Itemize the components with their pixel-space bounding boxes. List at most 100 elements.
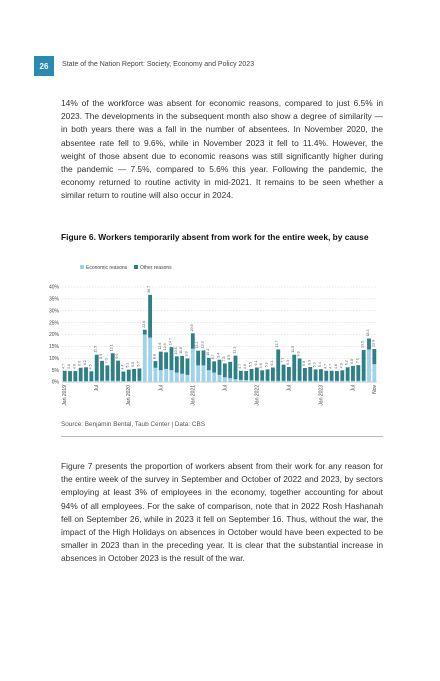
bar-other [281,364,286,381]
bar-economic [319,380,323,382]
body-paragraph-1: 14% of the workforce was absent for econ… [61,97,383,203]
x-tick-label: Jul [350,385,356,391]
bar-other [164,352,169,369]
bar-economic [228,378,233,382]
bar-data-label: 8.7 [211,354,215,359]
paragraph-text: 14% of the workforce was absent for econ… [61,98,383,201]
bar-data-label: 5.2 [126,363,130,368]
bar-data-label: 9.9 [297,351,301,356]
x-tick-label: Jan 2021 [190,385,196,406]
bar-other [73,371,78,382]
y-axis: 0% 5% 10% 15% 20% 25% 30% 35% 40% [49,285,60,386]
bar-economic [196,365,201,382]
bar-economic [110,380,115,382]
bar-data-label: 12.5 [163,343,167,350]
bar-economic [78,381,83,382]
y-tick-label: 35% [49,297,60,303]
bar-other [169,347,174,371]
bar-other [233,355,238,380]
bar-economic [142,334,147,382]
bar-data-label: 4.6 [334,364,338,369]
y-tick-label: 15% [49,344,60,350]
bar-data-label: 10.8 [174,347,178,354]
bar-data-label: 8.5 [227,355,231,360]
bar-economic [367,349,371,382]
figure-title: Figure 6. Workers temporarily absent fro… [61,232,369,242]
bar-economic [249,380,254,382]
bar-data-label: 6.1 [270,361,274,366]
bar-economic [94,380,99,382]
bar-economic [329,380,334,382]
bar-other [142,329,147,335]
y-tick-label: 5% [52,368,60,374]
bar-economic [335,380,339,382]
bar-economic [201,365,206,382]
bar-other [254,367,259,381]
bar-data-label: 7.1 [355,358,359,363]
bar-economic [265,380,270,382]
bar-other [222,363,227,378]
bar-economic [158,370,163,382]
legend-swatch-other [134,265,138,269]
bar-other [276,349,281,381]
bar-data-label: 10.2 [206,349,210,356]
bar-data-label: 6.2 [345,360,349,365]
bar-data-label: 7.0 [104,358,108,363]
bar-other [174,356,179,373]
bar-data-label: 4.5 [88,364,92,369]
bar-economic [153,367,158,382]
bar-economic [84,381,88,382]
bar-other [100,360,104,381]
bar-other [62,370,67,382]
bar-economic [233,379,238,382]
bar-other [196,350,201,366]
chart-bars [62,294,377,382]
bar-economic [244,380,249,382]
bar-other [132,368,136,382]
bar-other [292,354,297,381]
bar-economic [148,337,153,382]
bar-other [185,358,190,375]
absence-bar-chart: Economic reasons Other reasons 0% 5% 10% 15… [49,265,378,406]
bar-data-label: 4.9 [259,363,263,368]
bar-economic [212,372,217,382]
bar-data-label: 4.6 [243,364,247,369]
x-axis: Jan 2019 Jul Jan 2020 Jul Jan 2021 Jul Jan 202… [62,385,378,406]
bar-other [68,371,72,382]
bar-economic [276,380,281,382]
bar-economic [137,380,142,382]
bar-data-label: 6.3 [307,360,311,365]
bar-economic [361,380,366,382]
x-tick-label: Jan 2023 [318,385,324,406]
bar-other [260,370,265,381]
bar-economic [340,380,345,382]
bar-other [308,367,313,381]
bar-economic [254,380,259,382]
bar-data-label: 9.0 [115,354,119,359]
bar-other [270,367,275,381]
bar-data-label: 5.4 [318,362,322,367]
x-tick-label: Nov [372,385,378,394]
bar-data-label: 7.8 [222,356,226,361]
bar-data-label: 5.5 [249,362,253,367]
bar-economic [345,380,350,382]
bar-other [148,294,153,338]
bar-economic [174,372,179,382]
y-tick-label: 10% [49,356,60,362]
y-tick-label: 0% [52,380,60,386]
bar-data-label: 6.8 [350,359,354,364]
bar-other [361,349,366,381]
bar-other [78,367,83,382]
bar-other [351,365,355,381]
bar-other [126,369,131,382]
bar-data-label: 4.7 [323,364,327,369]
bar-data-label: 13.3 [200,341,204,348]
bar-data-label: 8.9 [99,354,103,359]
bar-other [84,367,88,382]
paragraph-text: Figure 7 presents the proportion of work… [61,461,383,564]
bar-data-label: 5.3 [313,362,317,367]
bar-data-label: 14.7 [168,338,172,345]
bar-other [340,370,345,381]
running-header: State of the Nation Report: Society, Eco… [62,61,255,68]
bar-economic [169,370,174,382]
